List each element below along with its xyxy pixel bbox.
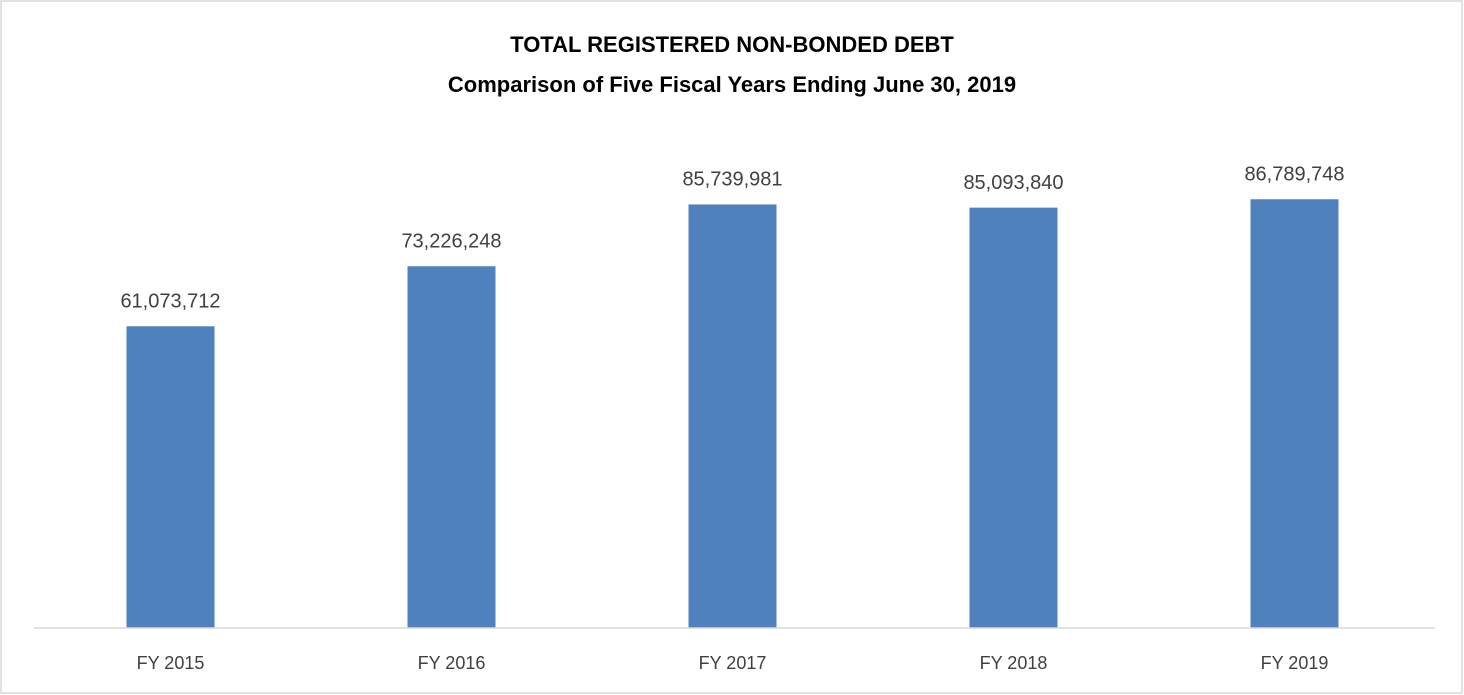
bar [407, 266, 496, 628]
x-tick-label: FY 2015 [137, 653, 205, 673]
bar [969, 207, 1058, 629]
chart-title: TOTAL REGISTERED NON-BONDED DEBT [510, 32, 954, 57]
x-tick-label: FY 2019 [1261, 653, 1329, 673]
x-tick-label: FY 2017 [699, 653, 767, 673]
bar [1250, 199, 1339, 628]
bar [126, 326, 215, 628]
data-label: 86,789,748 [1244, 164, 1344, 186]
data-label: 61,073,712 [120, 291, 220, 313]
data-label: 73,226,248 [401, 231, 501, 253]
x-tick-label: FY 2018 [980, 653, 1048, 673]
x-tick-label: FY 2016 [418, 653, 486, 673]
bar [688, 204, 777, 628]
data-label: 85,739,981 [682, 169, 782, 191]
chart-subtitle: Comparison of Five Fiscal Years Ending J… [448, 72, 1016, 97]
data-label: 85,093,840 [963, 172, 1063, 194]
